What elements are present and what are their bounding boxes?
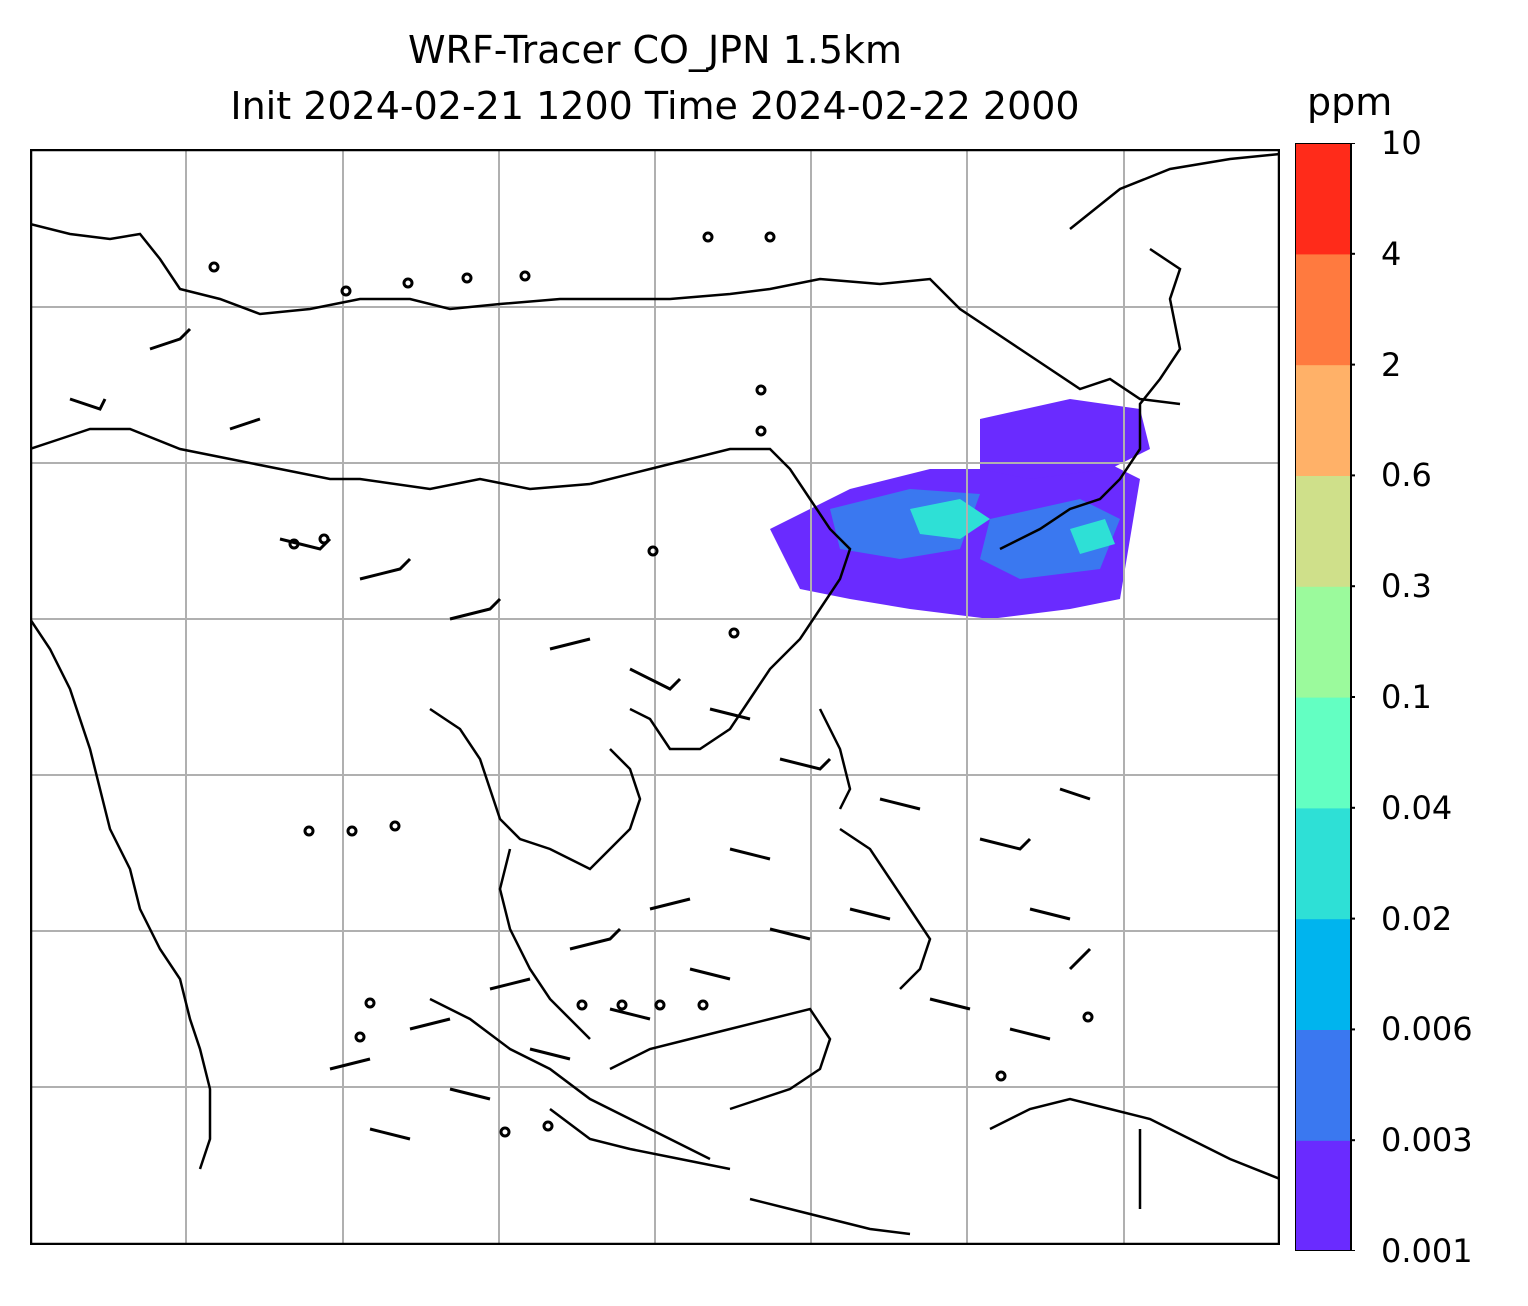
colorbar-tick-label: 0.04 — [1381, 788, 1453, 827]
colorbar-tick-label: 0.003 — [1381, 1121, 1473, 1160]
colorbar-swatch — [1295, 697, 1351, 809]
colorbar-tick-label: 0.001 — [1381, 1232, 1473, 1270]
map-panel — [30, 149, 1280, 1245]
colorbar-swatch — [1295, 586, 1351, 698]
colorbar-swatches — [1295, 143, 1351, 1251]
calm-markers — [208, 231, 1094, 1138]
colorbar-tick-label: 0.1 — [1381, 678, 1432, 716]
tracer-field — [770, 399, 1150, 619]
colorbar-tick-label: 0.02 — [1381, 899, 1453, 938]
colorbar-swatch — [1295, 364, 1351, 476]
map-title-line1: WRF-Tracer CO_JPN 1.5km — [407, 28, 903, 72]
map-title-line2: Init 2024-02-21 1200 Time 2024-02-22 200… — [230, 84, 1080, 128]
coastlines — [30, 152, 1280, 1236]
colorbar-ticks — [1351, 143, 1355, 1251]
colorbar-swatch — [1295, 253, 1351, 366]
colorbar-swatch — [1295, 143, 1351, 255]
colorbar-tick-label: 0.3 — [1381, 567, 1432, 606]
colorbar-tick-label: 2 — [1381, 345, 1402, 384]
colorbar-tick-label: 4 — [1381, 234, 1402, 273]
colorbar-swatch — [1295, 918, 1351, 1030]
gridlines — [30, 149, 1280, 1245]
colorbar-swatch — [1295, 475, 1351, 587]
colorbar-tick-label: 10 — [1381, 124, 1422, 162]
map-border — [30, 149, 1280, 1245]
colorbar-swatch — [1295, 807, 1351, 920]
wind-barbs — [69, 327, 1092, 1141]
colorbar-swatch — [1295, 1140, 1351, 1251]
colorbar-swatch — [1295, 1029, 1351, 1141]
colorbar — [1295, 143, 1355, 1251]
colorbar-tick-label: 0.006 — [1381, 1010, 1473, 1049]
colorbar-unit: ppm — [1307, 80, 1393, 124]
colorbar-tick-label: 0.6 — [1381, 456, 1432, 495]
